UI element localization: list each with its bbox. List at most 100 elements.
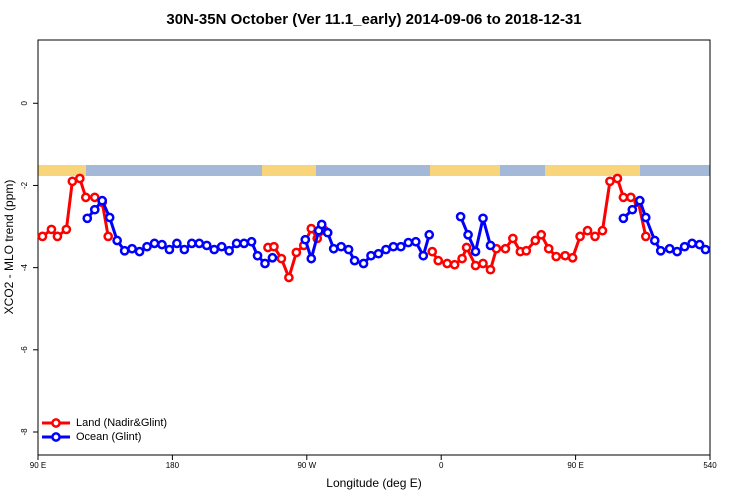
data-point — [388, 241, 399, 252]
data-point — [424, 229, 435, 240]
data-point — [142, 241, 152, 252]
data-point — [231, 238, 242, 249]
data-point — [500, 243, 511, 254]
data-point — [306, 253, 317, 264]
legend-marker — [51, 432, 61, 442]
data-point — [97, 195, 108, 206]
data-point — [269, 241, 279, 252]
x-tick-label: 90 E — [567, 461, 583, 470]
data-point — [543, 243, 554, 254]
data-point — [470, 260, 481, 271]
y-axis-label: XCO2 - MLO trend (ppm) — [2, 180, 16, 315]
data-point — [336, 241, 346, 252]
data-point — [694, 239, 705, 250]
surface-strip — [38, 165, 710, 176]
data-point — [67, 176, 78, 187]
data-point — [567, 252, 578, 263]
land-strip — [430, 165, 500, 176]
data-point — [655, 245, 666, 256]
x-tick-label: 540 — [703, 461, 717, 470]
data-point — [485, 240, 496, 251]
data-point — [112, 235, 122, 246]
data-point — [194, 238, 205, 249]
ocean-strip — [38, 165, 710, 176]
data-point — [349, 255, 360, 266]
data-point — [478, 258, 488, 269]
data-point — [485, 264, 496, 275]
data-point — [149, 238, 160, 249]
data-point — [127, 243, 137, 254]
data-point — [640, 231, 651, 242]
data-point — [427, 246, 438, 257]
data-point — [508, 233, 518, 244]
data-point — [634, 195, 645, 206]
y-tick-label: -8 — [20, 428, 29, 436]
data-point — [478, 213, 488, 224]
legend-marker — [51, 418, 61, 428]
data-point — [216, 241, 227, 252]
data-point — [306, 223, 317, 234]
data-point — [449, 259, 460, 270]
data-point — [461, 242, 472, 253]
data-point — [560, 250, 570, 261]
data-point — [82, 213, 93, 224]
data-point — [640, 212, 651, 223]
data-point — [103, 231, 114, 242]
data-point — [418, 250, 429, 261]
data-point — [551, 251, 562, 262]
data-point — [74, 173, 85, 184]
data-point — [536, 229, 547, 240]
data-point — [597, 225, 608, 236]
data-point — [410, 236, 421, 247]
land-strip — [545, 165, 640, 176]
data-point — [442, 258, 453, 269]
data-point — [164, 244, 175, 255]
data-point — [455, 211, 466, 222]
data-point — [590, 231, 600, 242]
data-point — [267, 252, 278, 263]
data-point — [224, 245, 234, 256]
data-point — [618, 192, 629, 203]
x-tick-label: 0 — [439, 461, 444, 470]
data-point — [239, 238, 249, 249]
data-point — [679, 241, 690, 252]
data-point — [627, 204, 638, 215]
data-point — [530, 235, 541, 246]
data-point — [381, 244, 391, 255]
chart-title: 30N-35N October (Ver 11.1_early) 2014-09… — [166, 11, 581, 28]
data-point — [687, 238, 697, 249]
data-point — [582, 225, 593, 236]
data-point — [521, 245, 532, 256]
y-tick-label: -4 — [20, 264, 29, 272]
data-point — [605, 176, 615, 187]
data-point — [672, 246, 682, 257]
data-point — [201, 240, 212, 251]
x-axis-label: Longitude (deg E) — [326, 476, 421, 490]
data-point — [291, 247, 302, 258]
data-point — [649, 235, 660, 246]
y-tick-label: -2 — [20, 181, 29, 189]
data-point — [89, 192, 100, 203]
data-point — [316, 219, 327, 230]
data-point — [664, 243, 675, 254]
data-point — [470, 246, 481, 257]
x-tick-label: 180 — [166, 461, 180, 470]
data-point — [575, 231, 585, 242]
data-point — [46, 224, 57, 235]
data-point — [284, 272, 294, 283]
land-strip — [38, 165, 86, 176]
data-point — [700, 244, 711, 255]
data-point — [134, 246, 145, 257]
data-point — [89, 204, 100, 215]
data-point — [80, 192, 91, 203]
legend-label: Ocean (Glint) — [76, 431, 141, 443]
data-point — [172, 238, 182, 249]
data-point — [433, 255, 444, 266]
data-point — [343, 244, 354, 255]
data-point — [618, 213, 629, 224]
data-point — [186, 238, 197, 249]
x-tick-label: 90 W — [297, 461, 316, 470]
data-point — [612, 173, 623, 184]
data-point — [104, 212, 115, 223]
